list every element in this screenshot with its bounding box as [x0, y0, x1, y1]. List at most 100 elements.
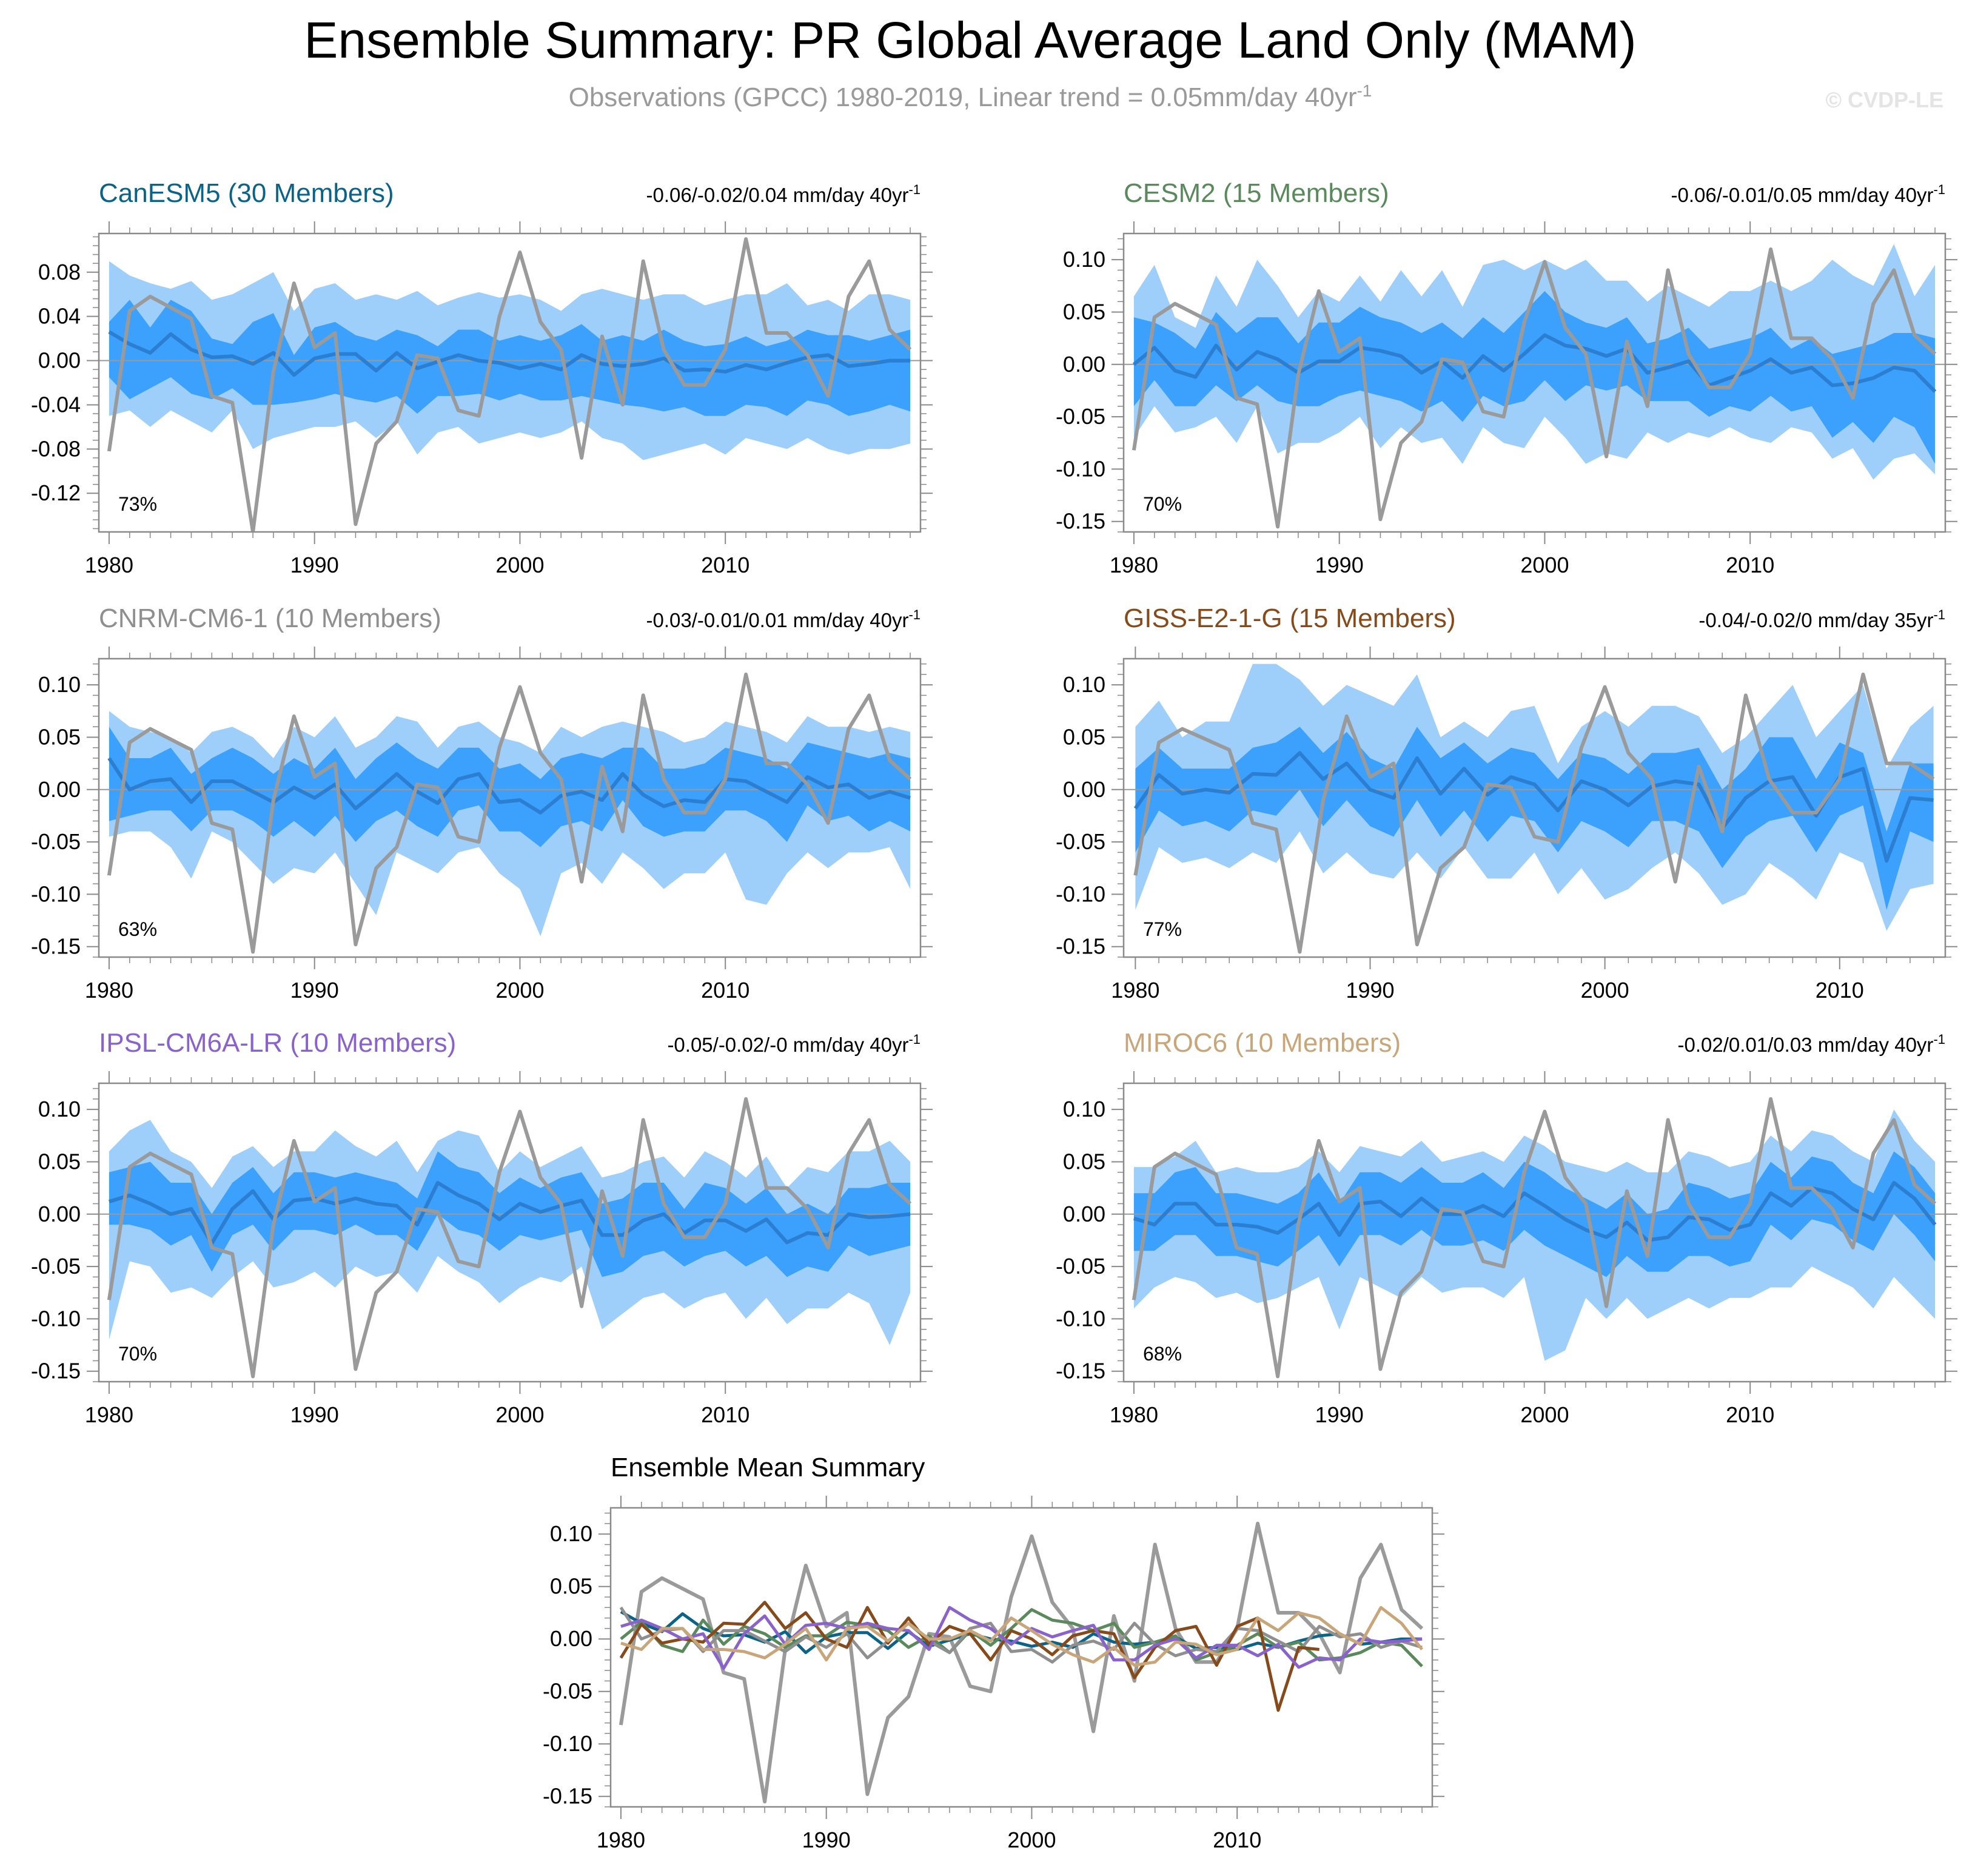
ensemble-mean-line — [1133, 751, 1934, 863]
plot-area — [1124, 664, 1945, 954]
y-tick-label: -0.05 — [543, 1679, 592, 1704]
y-tick-label: 0.10 — [1063, 672, 1105, 697]
trend-label: -0.02/0.01/0.03 mm/day 40yr-1 — [1678, 1032, 1945, 1056]
y-tick-label: 0.05 — [1063, 1149, 1105, 1174]
x-tick-label: 2010 — [701, 978, 749, 1003]
y-tick-label: 0.00 — [38, 348, 81, 373]
y-tick-label: -0.04 — [31, 392, 81, 417]
ensemble-mean-line — [1133, 333, 1937, 393]
ensemble-mean-line-cnrm — [619, 1606, 1423, 1664]
x-tick-label: 2000 — [1581, 978, 1629, 1003]
ensemble-mean-line-giss — [619, 1601, 1319, 1712]
plot-area — [99, 237, 920, 532]
y-tick-label: 0.08 — [38, 260, 81, 284]
x-tick-label: 2000 — [1520, 553, 1569, 577]
y-tick-label: 0.00 — [1063, 1202, 1105, 1226]
figure-title: Ensemble Summary: PR Global Average Land… — [304, 12, 1636, 69]
y-tick-label: 0.10 — [1063, 1097, 1105, 1121]
trend-label: -0.06/-0.01/0.05 mm/day 40yr-1 — [1671, 182, 1945, 206]
y-tick-label: -0.10 — [543, 1731, 592, 1756]
y-tick-label: 0.05 — [38, 724, 81, 749]
x-tick-label: 2010 — [1816, 978, 1864, 1003]
panel-title: MIROC6 (10 Members) — [1124, 1028, 1401, 1058]
x-tick-label: 2000 — [495, 1402, 544, 1427]
trend-label: -0.04/-0.02/0 mm/day 35yr-1 — [1698, 607, 1945, 631]
trend-sup: -1 — [1933, 607, 1945, 622]
y-tick-label: 0.00 — [550, 1626, 592, 1651]
y-tick-label: -0.05 — [31, 1254, 81, 1279]
x-tick-label: 2000 — [495, 553, 544, 577]
trend-label: -0.05/-0.02/-0 mm/day 40yr-1 — [667, 1032, 920, 1056]
plot-area — [99, 1097, 920, 1379]
trend-text: -0.04/-0.02/0 mm/day 35yr — [1698, 609, 1933, 631]
y-tick-label: 0.00 — [1063, 777, 1105, 802]
x-tick-label: 1990 — [1346, 978, 1394, 1003]
trend-text: -0.06/-0.01/0.05 mm/day 40yr — [1671, 184, 1934, 206]
y-tick-label: -0.05 — [1056, 1254, 1105, 1279]
subtitle-text: Observations (GPCC) 1980-2019, Linear tr… — [569, 82, 1357, 112]
y-tick-label: -0.10 — [1056, 881, 1105, 906]
x-tick-label: 1980 — [597, 1827, 645, 1852]
observations-line — [619, 1521, 1424, 1804]
trend-text: -0.02/0.01/0.03 mm/day 40yr — [1678, 1034, 1934, 1056]
y-tick-label: -0.15 — [31, 934, 81, 959]
x-tick-label: 1990 — [290, 978, 339, 1003]
plot-area — [1124, 244, 1945, 529]
y-tick-label: -0.15 — [1056, 509, 1105, 534]
observations-line — [107, 672, 912, 954]
x-tick-label: 1980 — [85, 553, 133, 577]
panel-title: CESM2 (15 Members) — [1124, 178, 1389, 208]
y-tick-label: 0.10 — [38, 1097, 81, 1121]
summary-title: Ensemble Mean Summary — [611, 1453, 925, 1482]
observations-line — [107, 237, 912, 532]
ensemble-spread-inner-band — [109, 300, 911, 416]
subtitle-sup: -1 — [1356, 81, 1372, 100]
y-tick-label: -0.05 — [1056, 404, 1105, 429]
plot-frame — [1122, 232, 1946, 533]
y-tick-label: -0.10 — [1056, 1306, 1105, 1331]
y-tick-label: 0.05 — [550, 1574, 592, 1599]
y-tick-label: -0.15 — [1056, 934, 1105, 959]
plot-frame — [1122, 1082, 1946, 1383]
plot-area — [99, 672, 920, 954]
x-tick-label: 2010 — [1726, 553, 1774, 577]
plot-area — [1124, 1097, 1945, 1379]
figure-subtitle: Observations (GPCC) 1980-2019, Linear tr… — [569, 81, 1372, 112]
y-tick-label: 0.05 — [1063, 299, 1105, 324]
y-tick-label: -0.10 — [1056, 456, 1105, 481]
x-tick-label: 1990 — [1315, 1402, 1364, 1427]
plot-frame — [609, 1507, 1433, 1808]
x-tick-label: 1980 — [1110, 553, 1158, 577]
observations-line — [1132, 1097, 1937, 1379]
x-tick-label: 2010 — [701, 1402, 749, 1427]
trend-sup: -1 — [1933, 1032, 1945, 1047]
x-tick-label: 1990 — [1315, 553, 1364, 577]
observations-line — [1132, 247, 1937, 529]
y-tick-label: -0.12 — [31, 480, 81, 505]
y-tick-label: -0.15 — [1056, 1359, 1105, 1383]
panel-title: CNRM-CM6-1 (10 Members) — [99, 603, 441, 633]
trend-label: -0.03/-0.01/0.01 mm/day 40yr-1 — [646, 607, 920, 631]
percent-label: 63% — [118, 918, 157, 940]
x-tick-label: 1990 — [802, 1827, 851, 1852]
x-tick-label: 2000 — [495, 978, 544, 1003]
ensemble-mean-line-miroc6 — [620, 1605, 1424, 1667]
y-tick-label: -0.08 — [31, 436, 81, 461]
x-tick-label: 2000 — [1520, 1402, 1569, 1427]
x-tick-label: 2000 — [1007, 1827, 1056, 1852]
y-tick-label: 0.05 — [38, 1149, 81, 1174]
y-tick-label: -0.10 — [31, 881, 81, 906]
trend-text: -0.06/-0.02/0.04 mm/day 40yr — [646, 184, 909, 206]
x-tick-label: 1980 — [1111, 978, 1159, 1003]
plot-frame — [98, 232, 922, 533]
y-tick-label: -0.05 — [1056, 829, 1105, 854]
ensemble-spread-inner-band — [109, 727, 911, 847]
y-tick-label: 0.04 — [38, 304, 81, 329]
y-tick-label: 0.10 — [1063, 247, 1105, 272]
y-tick-label: 0.10 — [550, 1521, 592, 1546]
